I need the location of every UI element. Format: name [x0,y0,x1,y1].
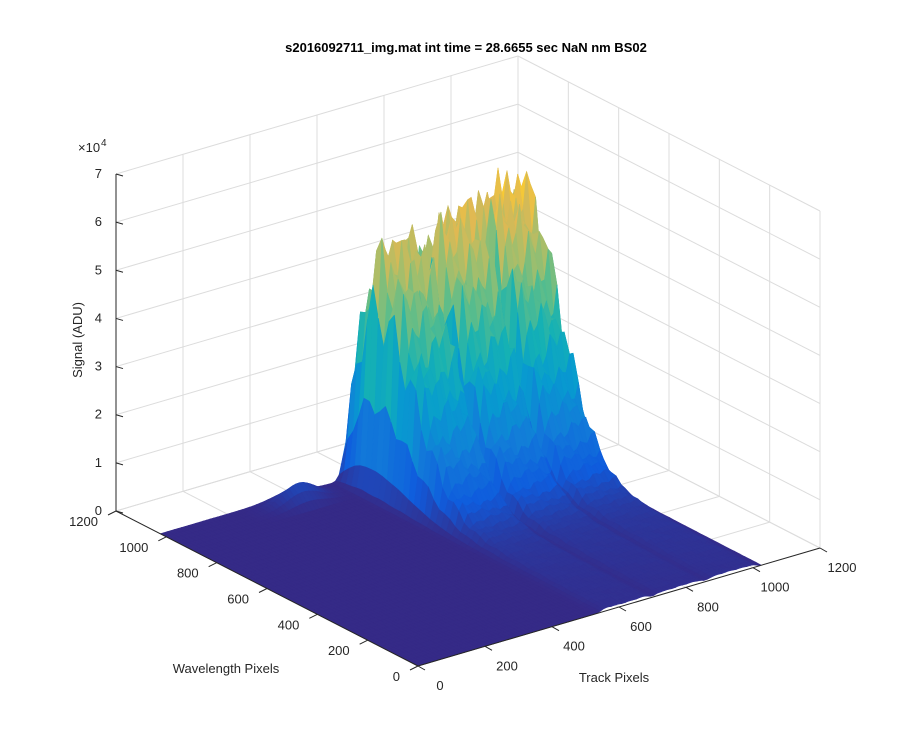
y-tick-mark [309,613,318,619]
y-tick-label: 400 [278,617,300,632]
grid-line [517,199,821,356]
y-tick-label: 200 [328,643,350,658]
z-tick-label: 7 [95,166,102,181]
x-tick-label: 800 [697,599,719,614]
y-tick-mark [107,510,117,516]
x-tick-mark [618,606,627,612]
y-tick-label: 1000 [119,540,148,555]
x-tick-label: 600 [630,619,652,634]
grid-line [517,151,821,308]
y-tick-mark [208,562,217,568]
z-exponent-base: ×10 [78,140,100,155]
z-tick-label: 3 [95,359,102,374]
z-tick-mark [115,269,124,273]
x-tick-label: 200 [496,658,518,673]
y-axis-label: Wavelength Pixels [173,661,280,676]
z-tick-label: 5 [95,262,102,277]
z-tick-mark [115,414,124,418]
x-tick-label: 0 [436,678,443,693]
z-tick-mark [115,366,124,370]
grid-line [115,151,519,271]
z-tick-label: 4 [95,310,102,325]
x-tick-mark [417,665,426,671]
y-tick-label: 0 [393,669,400,684]
z-tick-mark [115,317,124,321]
grid-line [517,248,821,405]
x-axis-label: Track Pixels [579,670,650,685]
x-tick-label: 1000 [761,580,790,595]
z-exponent-power: 4 [101,138,107,149]
grid-line [517,55,821,212]
y-tick-label: 600 [227,592,249,607]
y-tick-mark [258,588,268,593]
z-tick-mark [115,173,124,177]
grid-line [115,55,519,175]
z-tick-label: 2 [95,407,102,422]
z-tick-mark [115,462,124,466]
grid-line [517,296,821,453]
y-tick-label: 1200 [69,514,98,529]
y-tick-label: 800 [177,566,199,581]
z-axis-label: Signal (ADU) [70,302,85,378]
x-tick-label: 400 [563,639,585,654]
y-tick-mark [409,665,419,671]
grid-line [517,103,821,260]
x-tick-mark [685,586,694,592]
x-tick-mark [484,645,493,651]
x-tick-mark [551,626,560,632]
z-tick-label: 6 [95,214,102,229]
x-tick-mark [819,547,828,553]
chart-title: s2016092711_img.mat int time = 28.6655 s… [285,40,647,55]
x-tick-label: 1200 [828,560,857,575]
surface [159,167,763,667]
z-exponent: ×10 4 [78,138,107,155]
y-tick-mark [359,639,368,645]
z-tick-mark [115,221,124,225]
y-tick-mark [158,536,167,542]
x-tick-mark [752,567,761,573]
grid-line [115,103,519,223]
z-tick-label: 1 [95,455,102,470]
